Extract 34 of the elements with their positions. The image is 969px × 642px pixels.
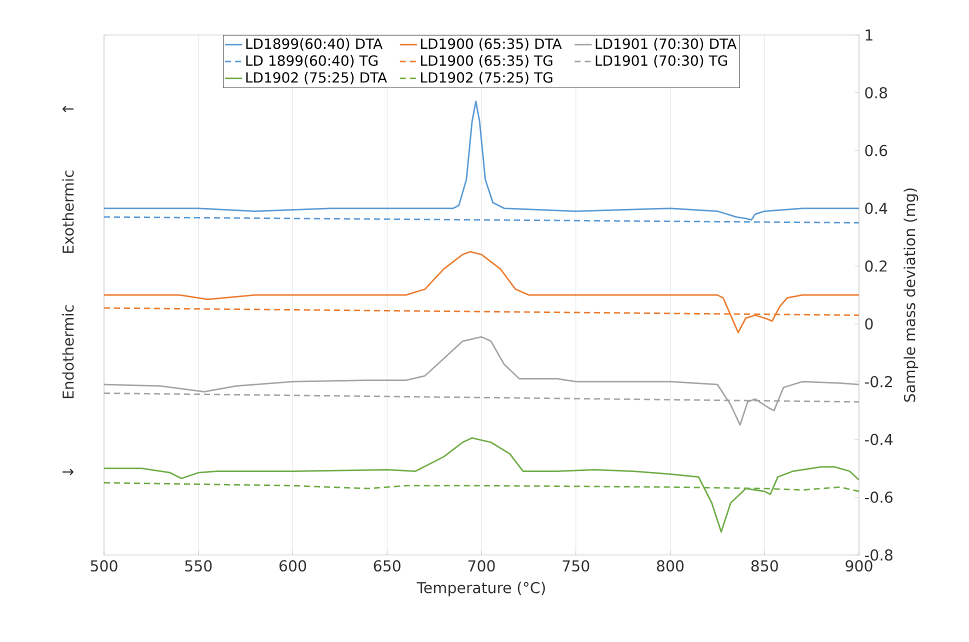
- legend-label: LD1901 (70:30) DTA: [596, 38, 737, 51]
- legend-label: LD1899(60:40) DTA: [246, 38, 383, 51]
- x-axis-title: Temperature (°C): [416, 582, 545, 596]
- text: ↓: [62, 468, 74, 476]
- y-tick-label: 1: [866, 30, 872, 40]
- y-tick-label: 0.2: [865, 260, 887, 272]
- legend-label: LD1902 (75:25) TG: [421, 72, 552, 84]
- y-tick-label: 0.8: [865, 87, 888, 98]
- x-tick-label: 900: [846, 560, 872, 572]
- y-tick-label: -0.2: [864, 376, 892, 388]
- y-tick-label: -0.6: [864, 492, 893, 503]
- x-tick-label: 800: [656, 560, 684, 572]
- x-tick-label: 700: [468, 560, 495, 572]
- legend-label: LD1900 (65:35) DTA: [421, 38, 562, 51]
- y-tick-label: 0.4: [865, 202, 888, 214]
- y-tick-label: 0.6: [865, 144, 888, 156]
- y-tick-label: -0.4: [864, 434, 893, 446]
- x-tick-label: 850: [751, 560, 778, 572]
- x-tick-label: 550: [185, 560, 212, 572]
- x-tick-label: 600: [279, 560, 306, 572]
- line-series: [104, 437, 859, 533]
- legend-label: LD1900 (65:35) TG: [421, 55, 552, 68]
- text: ↑: [62, 106, 74, 112]
- legend-label: LD 1899(60:40) TG: [246, 55, 378, 68]
- x-tick-label: 750: [562, 560, 590, 572]
- y-tick-label: 0: [865, 318, 873, 330]
- x-tick-label: 650: [374, 560, 400, 572]
- text: Exothermic: [62, 170, 74, 253]
- y-axis-title: Sample mass deviation (mg): [904, 188, 918, 402]
- x-tick-label: 500: [90, 560, 118, 572]
- y-tick-label: -0.8: [864, 549, 892, 561]
- text: Endothermic: [62, 305, 74, 398]
- legend-label: LD1902 (75:25) DTA: [246, 72, 387, 84]
- legend-label: LD1901 (70:30) TG: [596, 55, 728, 68]
